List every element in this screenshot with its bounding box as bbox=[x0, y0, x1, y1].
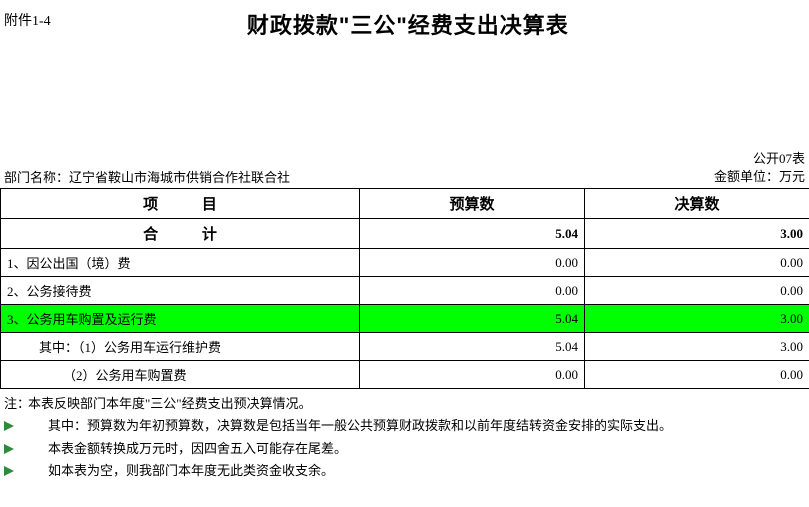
row-budget: 5.04 bbox=[360, 333, 585, 361]
row-final: 3.00 bbox=[585, 219, 809, 249]
row-budget: 5.04 bbox=[360, 305, 585, 333]
dept-line: 部门名称：辽宁省鞍山市海城市供销合作社联合社 bbox=[4, 167, 290, 186]
attachment-label: 附件1-4 bbox=[4, 8, 51, 30]
table-row: 3、公务用车购置及运行费 5.04 3.00 bbox=[1, 305, 809, 333]
spacer bbox=[0, 40, 809, 150]
budget-table: 项 目 预算数 决算数 合 计 5.04 3.00 1、因公出国（境）费 0.0… bbox=[0, 188, 809, 389]
note-text: 本表金额转换成万元时，因四舍五入可能存在尾差。 bbox=[48, 441, 347, 456]
row-final: 0.00 bbox=[585, 277, 809, 305]
table-row: 其中：（1）公务用车运行维护费 5.04 3.00 bbox=[1, 333, 809, 361]
note-line: 如本表为空，则我部门本年度无此类资金收支余。 bbox=[4, 460, 805, 482]
row-label: 合 计 bbox=[1, 219, 360, 249]
table-row: 1、因公出国（境）费 0.00 0.00 bbox=[1, 249, 809, 277]
row-budget: 0.00 bbox=[360, 277, 585, 305]
arrow-icon bbox=[4, 466, 14, 476]
row-budget: 5.04 bbox=[360, 219, 585, 249]
row-label: 3、公务用车购置及运行费 bbox=[1, 305, 360, 333]
note-line: 其中：预算数为年初预算数，决算数是包括当年一般公共预算财政拨款和以前年度结转资金… bbox=[4, 415, 805, 437]
dept-name: 辽宁省鞍山市海城市供销合作社联合社 bbox=[69, 170, 290, 185]
row-final: 0.00 bbox=[585, 249, 809, 277]
table-header-row: 项 目 预算数 决算数 bbox=[1, 189, 809, 219]
col-item: 项 目 bbox=[1, 189, 360, 219]
form-code: 公开07表 bbox=[714, 150, 805, 168]
row-label: （2）公务用车购置费 bbox=[1, 361, 360, 389]
arrow-icon bbox=[4, 444, 14, 454]
page-title: 财政拨款"三公"经费支出决算表 bbox=[51, 8, 805, 40]
col-final: 决算数 bbox=[585, 189, 809, 219]
row-final: 0.00 bbox=[585, 361, 809, 389]
dept-label: 部门名称： bbox=[4, 170, 69, 185]
notes-block: 本表反映部门本年度"三公"经费支出预决算情况。 其中：预算数为年初预算数，决算数… bbox=[0, 389, 809, 481]
row-budget: 0.00 bbox=[360, 361, 585, 389]
note-text: 如本表为空，则我部门本年度无此类资金收支余。 bbox=[48, 463, 334, 478]
unit-label: 金额单位：万元 bbox=[714, 168, 805, 186]
arrow-icon bbox=[4, 421, 14, 431]
note-text: 其中：预算数为年初预算数，决算数是包括当年一般公共预算财政拨款和以前年度结转资金… bbox=[48, 418, 672, 433]
table-row: 合 计 5.04 3.00 bbox=[1, 219, 809, 249]
note-line: 本表反映部门本年度"三公"经费支出预决算情况。 bbox=[4, 393, 805, 415]
row-label: 1、因公出国（境）费 bbox=[1, 249, 360, 277]
row-label: 2、公务接待费 bbox=[1, 277, 360, 305]
col-budget: 预算数 bbox=[360, 189, 585, 219]
table-row: 2、公务接待费 0.00 0.00 bbox=[1, 277, 809, 305]
row-final: 3.00 bbox=[585, 305, 809, 333]
table-row: （2）公务用车购置费 0.00 0.00 bbox=[1, 361, 809, 389]
row-final: 3.00 bbox=[585, 333, 809, 361]
row-label: 其中：（1）公务用车运行维护费 bbox=[1, 333, 360, 361]
row-budget: 0.00 bbox=[360, 249, 585, 277]
note-line: 本表金额转换成万元时，因四舍五入可能存在尾差。 bbox=[4, 438, 805, 460]
